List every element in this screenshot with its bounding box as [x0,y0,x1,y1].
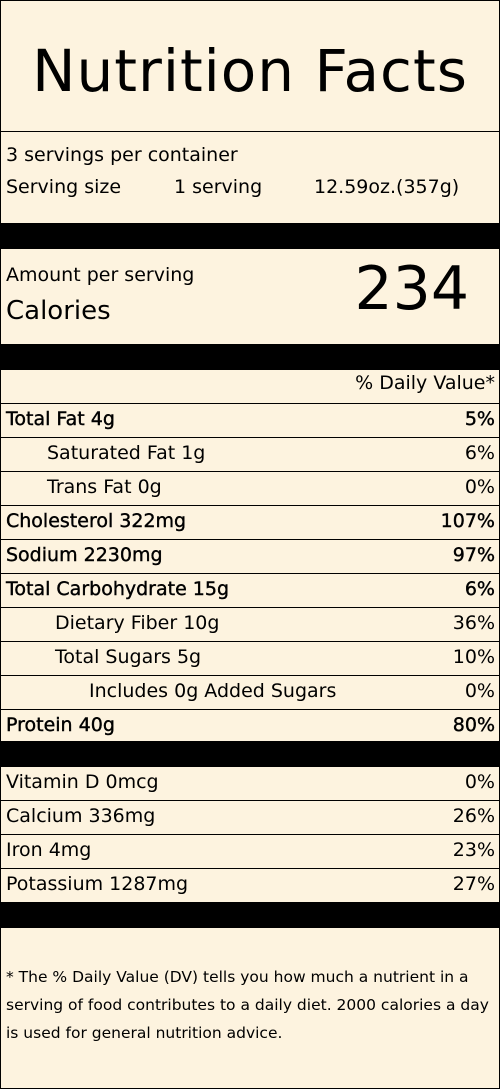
nutrient-row: Iron 4mg 23% [1,835,499,869]
nutrient-name: Cholesterol 322mg [6,510,187,532]
nutrient-name: Total Sugars 5g [55,646,202,668]
nutrient-row: Total Fat 4g 5% [1,404,499,438]
calories-value: 234 [354,254,469,324]
nutrient-daily-value: 0% [464,680,495,702]
serving-size-weight: 12.59oz.(357g) [314,176,460,198]
nutrient-name: Dietary Fiber 10g [55,612,220,634]
calories-label: Calories [6,296,111,326]
nutrient-name: Total Carbohydrate 15g [6,578,230,600]
nutrient-daily-value: 0% [464,771,495,793]
nutrient-daily-value: 5% [464,408,496,430]
nutrient-daily-value: 36% [452,612,495,634]
footnote: * The % Daily Value (DV) tells you how m… [6,968,489,1042]
daily-value-header: % Daily Value* [1,370,499,404]
nutrient-row: Total Carbohydrate 15g 6% [1,574,499,608]
nutrient-daily-value: 97% [452,544,496,566]
nutrient-daily-value: 23% [452,839,495,861]
nutrient-row: Calcium 336mg 26% [1,801,499,835]
nutrient-daily-value: 80% [452,714,496,736]
serving-size-amount: 1 serving [174,176,263,198]
nutrient-row: Cholesterol 322mg 107% [1,506,499,540]
nutrient-row: Potassium 1287mg 27% [1,869,499,902]
nutrient-row: Protein 40g 80% [1,710,499,743]
nutrient-list: Total Fat 4g 5% Saturated Fat 1g 6% Trans Fa… [1,404,499,743]
nutrient-name: Protein 40g [6,714,115,736]
nutrient-row: Sodium 2230mg 97% [1,540,499,574]
serving-size-row: Serving size 1 serving 12.59oz.(357g) [6,176,459,198]
nutrient-name: Vitamin D 0mcg [6,771,159,793]
thick-divider [1,741,499,767]
nutrient-row: Trans Fat 0g 0% [1,472,499,506]
nutrient-daily-value: 26% [452,805,495,827]
calories-section: Amount per serving Calories 234 [1,250,499,344]
nutrient-name: Trans Fat 0g [47,476,162,498]
nutrient-name: Iron 4mg [6,839,92,861]
nutrient-name: Total Fat 4g [6,408,115,430]
nutrient-daily-value: 107% [440,510,495,532]
nutrient-daily-value: 0% [464,476,495,498]
serving-size-label: Serving size [6,176,122,198]
nutrient-daily-value: 6% [464,578,496,600]
thick-divider [1,344,499,370]
nutrient-row: Dietary Fiber 10g 36% [1,608,499,642]
nutrient-name: Saturated Fat 1g [47,442,206,464]
label-title: Nutrition Facts [1,1,499,132]
nutrient-daily-value: 10% [452,646,495,668]
serving-section: 3 servings per container Serving size 1 … [1,132,499,223]
nutrient-name: Sodium 2230mg [6,544,163,566]
nutrient-row: Saturated Fat 1g 6% [1,438,499,472]
thick-divider [1,902,499,928]
thick-divider [1,223,499,249]
servings-per-container: 3 servings per container [6,144,238,166]
nutrient-row: Total Sugars 5g 10% [1,642,499,676]
vitamin-list: Vitamin D 0mcg 0% Calcium 336mg 26% Iron 4mg… [1,767,499,902]
amount-per-serving: Amount per serving [6,264,195,286]
daily-value-header-text: % Daily Value* [355,372,495,394]
nutrient-name: Potassium 1287mg [6,873,189,895]
nutrient-daily-value: 27% [452,873,495,895]
nutrient-name: Includes 0g Added Sugars [89,680,337,702]
nutrient-name: Calcium 336mg [6,805,156,827]
nutrient-row: Includes 0g Added Sugars 0% [1,676,499,710]
nutrient-daily-value: 6% [464,442,495,464]
nutrient-row: Vitamin D 0mcg 0% [1,767,499,801]
